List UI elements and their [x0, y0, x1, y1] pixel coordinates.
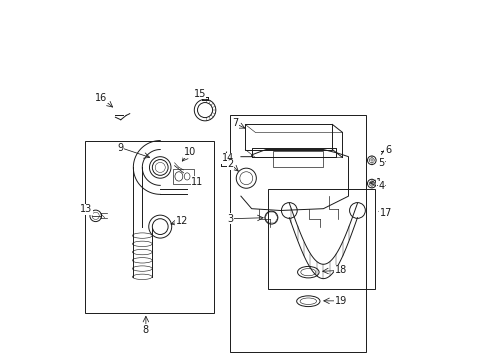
- Text: 14: 14: [221, 153, 233, 163]
- Text: 17: 17: [379, 208, 391, 218]
- Bar: [230, 116, 366, 352]
- Text: 6: 6: [384, 144, 390, 154]
- Text: 15: 15: [193, 89, 205, 99]
- Text: 1: 1: [375, 178, 382, 188]
- Text: 5: 5: [378, 158, 384, 168]
- Bar: [267, 189, 375, 289]
- Text: 3: 3: [227, 214, 233, 224]
- Bar: [85, 140, 214, 313]
- Text: 18: 18: [334, 265, 346, 275]
- Text: 12: 12: [175, 216, 187, 226]
- Text: 13: 13: [80, 204, 92, 215]
- Bar: [244, 125, 332, 149]
- Text: 7: 7: [232, 118, 238, 128]
- Text: 19: 19: [334, 296, 346, 306]
- Text: 4: 4: [378, 181, 384, 192]
- Text: 16: 16: [95, 93, 107, 103]
- Text: 8: 8: [142, 325, 149, 335]
- Bar: [273, 151, 323, 167]
- Text: 2: 2: [227, 159, 234, 169]
- Text: 10: 10: [183, 147, 196, 157]
- Text: 9: 9: [118, 143, 123, 153]
- Text: 11: 11: [191, 177, 203, 187]
- Bar: [172, 169, 194, 184]
